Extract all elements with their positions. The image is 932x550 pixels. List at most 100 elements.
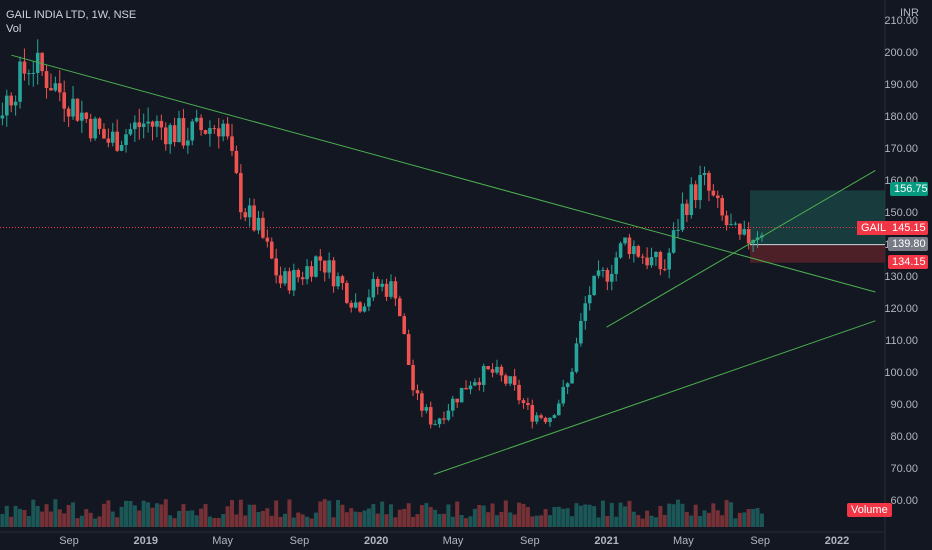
volume-bar bbox=[706, 512, 711, 527]
volume-bar bbox=[296, 512, 301, 527]
volume-bar bbox=[225, 506, 230, 527]
candle-body bbox=[93, 118, 97, 139]
stop-zone bbox=[750, 244, 885, 263]
candle-body bbox=[715, 195, 720, 199]
candle-body bbox=[181, 118, 186, 146]
volume-bar bbox=[640, 518, 645, 527]
volume-bar bbox=[269, 515, 274, 527]
candle-body bbox=[667, 252, 671, 270]
volume-bar bbox=[260, 510, 265, 527]
candle-body bbox=[724, 215, 729, 226]
volume-bar bbox=[600, 500, 605, 527]
volume-bar bbox=[671, 504, 676, 527]
volume-bar bbox=[327, 500, 332, 527]
candle-body bbox=[380, 283, 384, 287]
volume-bar bbox=[278, 516, 283, 527]
candle-body bbox=[543, 417, 548, 423]
volume-indicator-label[interactable]: Vol bbox=[6, 23, 22, 35]
volume-bar bbox=[287, 499, 292, 527]
volume-bar bbox=[243, 515, 248, 527]
volume-bar bbox=[0, 513, 5, 527]
volume-bar bbox=[446, 504, 451, 527]
x-tick-label: May bbox=[673, 535, 694, 547]
candle-body bbox=[208, 128, 212, 134]
volume-bar bbox=[658, 506, 663, 527]
volume-bar bbox=[755, 507, 760, 527]
volume-bar bbox=[618, 502, 623, 527]
candle-body bbox=[62, 92, 66, 109]
candle-body bbox=[133, 122, 137, 130]
trendline bbox=[433, 320, 876, 475]
volume-bar bbox=[371, 504, 376, 527]
candle-body bbox=[57, 83, 62, 93]
volume-bar bbox=[194, 515, 199, 527]
volume-bar bbox=[353, 511, 358, 527]
y-tick-label: 210.00 bbox=[884, 15, 918, 27]
x-tick-label: May bbox=[212, 535, 233, 547]
volume-bar bbox=[247, 504, 252, 527]
candle-body bbox=[614, 257, 618, 274]
candle-body bbox=[31, 72, 36, 74]
volume-bar bbox=[751, 508, 756, 527]
volume-bar bbox=[636, 515, 641, 527]
volume-bar bbox=[605, 515, 610, 527]
candle-body bbox=[353, 302, 358, 308]
volume-bar bbox=[106, 500, 111, 527]
candle-body bbox=[539, 415, 543, 418]
volume-bar bbox=[441, 513, 446, 527]
volume-bar bbox=[274, 500, 279, 527]
candle-body bbox=[362, 306, 367, 312]
candle-body bbox=[278, 275, 283, 284]
candle-body bbox=[80, 112, 84, 121]
candle-body bbox=[27, 73, 31, 75]
candle-body bbox=[521, 400, 526, 404]
volume-badge: Volume bbox=[847, 503, 892, 517]
volume-bar bbox=[124, 500, 129, 527]
volume-bar bbox=[552, 507, 557, 527]
volume-bar bbox=[574, 503, 579, 527]
currency-label[interactable]: INR bbox=[900, 7, 919, 19]
volume-bar bbox=[335, 500, 340, 527]
candle-body bbox=[627, 237, 632, 255]
candle-body bbox=[345, 283, 349, 303]
candle-body bbox=[292, 270, 296, 291]
volume-bar bbox=[322, 499, 327, 527]
volume-bar bbox=[84, 509, 89, 527]
candle-body bbox=[530, 405, 535, 422]
volume-bar bbox=[221, 514, 226, 527]
volume-bar bbox=[547, 515, 552, 527]
volume-bar bbox=[759, 513, 764, 527]
volume-bar bbox=[472, 508, 477, 527]
trendline bbox=[606, 169, 876, 328]
candle-body bbox=[640, 256, 645, 258]
candle-body bbox=[504, 375, 508, 384]
volume-bar bbox=[508, 512, 513, 527]
volume-bar bbox=[693, 504, 698, 527]
candle-body bbox=[565, 383, 570, 388]
candle-body bbox=[649, 257, 654, 266]
candle-body bbox=[512, 376, 517, 385]
y-tick-label: 130.00 bbox=[884, 271, 918, 283]
candle-body bbox=[305, 266, 309, 280]
volume-bar bbox=[71, 502, 76, 527]
volume-bar bbox=[627, 500, 632, 527]
candle-body bbox=[609, 273, 614, 282]
candle-body bbox=[738, 223, 742, 235]
candle-body bbox=[473, 382, 477, 386]
volume-bar bbox=[13, 505, 18, 527]
volume-bar bbox=[44, 504, 49, 527]
trendline bbox=[11, 54, 876, 293]
volume-bar bbox=[66, 504, 71, 527]
y-tick-label: 70.00 bbox=[890, 463, 918, 475]
candle-body bbox=[574, 343, 579, 372]
candle-body bbox=[415, 390, 420, 394]
volume-bar bbox=[406, 503, 411, 527]
volume-bar bbox=[565, 508, 570, 527]
candle-body bbox=[733, 223, 738, 225]
candle-body bbox=[212, 128, 217, 130]
volume-bar bbox=[344, 512, 349, 527]
candle-body bbox=[689, 184, 694, 215]
symbol-price-label: GAIL bbox=[857, 221, 891, 235]
volume-bar bbox=[499, 511, 504, 527]
